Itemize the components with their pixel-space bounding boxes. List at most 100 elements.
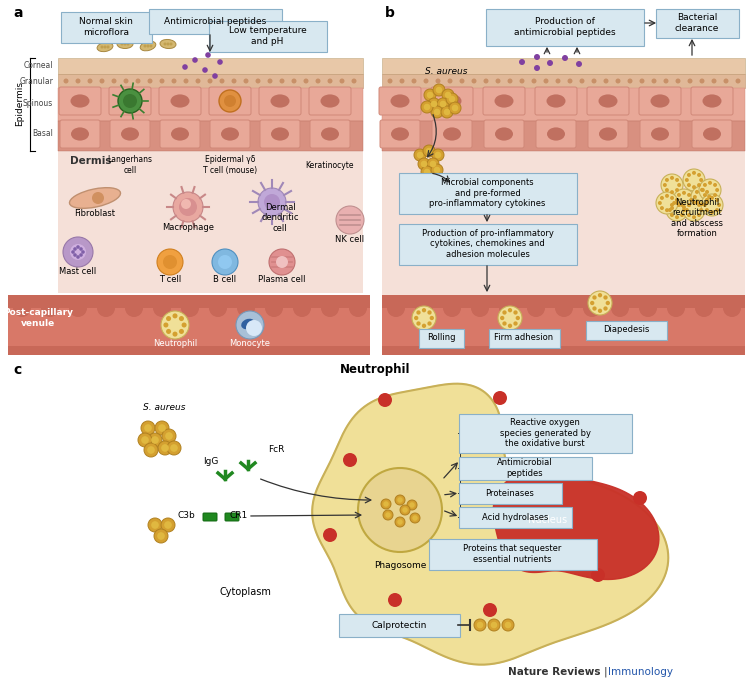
Circle shape (471, 299, 489, 317)
Text: Antimicrobial
peptides: Antimicrobial peptides (497, 458, 553, 477)
Text: Monocyte: Monocyte (230, 338, 271, 347)
Circle shape (590, 301, 594, 305)
Circle shape (695, 200, 699, 204)
Circle shape (402, 507, 408, 513)
Ellipse shape (171, 127, 189, 140)
Circle shape (604, 78, 608, 84)
Text: Macrophage: Macrophage (162, 223, 214, 232)
Circle shape (658, 201, 662, 205)
Circle shape (663, 183, 667, 187)
Circle shape (166, 329, 171, 334)
Circle shape (417, 152, 423, 158)
Circle shape (349, 299, 367, 317)
Text: Calprotectin: Calprotectin (371, 620, 427, 629)
Circle shape (179, 198, 197, 216)
Text: Diapedesis: Diapedesis (603, 326, 650, 334)
Circle shape (723, 299, 741, 317)
Circle shape (155, 421, 169, 435)
Circle shape (672, 201, 676, 205)
Bar (382, 308, 745, 346)
Ellipse shape (320, 95, 340, 108)
Text: C3b: C3b (177, 511, 195, 520)
FancyBboxPatch shape (587, 87, 629, 115)
Circle shape (474, 619, 486, 631)
Circle shape (424, 78, 428, 84)
Circle shape (592, 296, 597, 300)
Circle shape (685, 178, 688, 182)
Circle shape (516, 316, 520, 320)
Circle shape (652, 78, 656, 84)
FancyBboxPatch shape (432, 120, 472, 148)
Circle shape (166, 42, 170, 46)
Bar (382, 88, 745, 121)
Circle shape (164, 323, 169, 328)
FancyBboxPatch shape (691, 87, 733, 115)
Text: Immunology: Immunology (608, 667, 673, 677)
Circle shape (547, 60, 553, 66)
Circle shape (498, 306, 522, 330)
Circle shape (710, 196, 714, 200)
Circle shape (689, 198, 693, 202)
Circle shape (508, 323, 512, 328)
Circle shape (182, 323, 187, 328)
Bar (58, 121, 363, 151)
Bar (8, 5, 370, 360)
Circle shape (665, 208, 669, 212)
Circle shape (534, 65, 540, 71)
Circle shape (414, 149, 426, 161)
Circle shape (441, 106, 453, 118)
Circle shape (427, 321, 432, 326)
Circle shape (161, 444, 169, 452)
Circle shape (147, 446, 154, 454)
Circle shape (608, 418, 622, 432)
FancyBboxPatch shape (458, 413, 632, 452)
Circle shape (265, 299, 283, 317)
Circle shape (158, 424, 166, 432)
Text: Bacterial
clearance: Bacterial clearance (675, 14, 719, 33)
Circle shape (398, 497, 403, 503)
Circle shape (209, 299, 227, 317)
Circle shape (415, 299, 433, 317)
Circle shape (668, 208, 672, 212)
Circle shape (606, 301, 610, 305)
Circle shape (583, 299, 601, 317)
Ellipse shape (221, 127, 239, 140)
Ellipse shape (650, 95, 670, 108)
Circle shape (513, 311, 517, 315)
Ellipse shape (651, 127, 669, 140)
Text: CR1: CR1 (230, 511, 248, 520)
Circle shape (154, 529, 168, 543)
Circle shape (667, 299, 685, 317)
Circle shape (680, 203, 684, 207)
Circle shape (675, 201, 679, 205)
Circle shape (422, 308, 426, 313)
Circle shape (677, 183, 681, 187)
Circle shape (705, 190, 709, 194)
Circle shape (502, 619, 514, 631)
Circle shape (433, 84, 445, 96)
Circle shape (736, 78, 740, 84)
Circle shape (217, 59, 223, 65)
Circle shape (697, 203, 701, 207)
Circle shape (381, 499, 391, 509)
Circle shape (244, 78, 248, 84)
Ellipse shape (391, 95, 410, 108)
FancyBboxPatch shape (225, 513, 239, 521)
Circle shape (687, 203, 691, 207)
Text: IgG: IgG (202, 458, 218, 466)
FancyBboxPatch shape (310, 120, 350, 148)
Circle shape (398, 519, 403, 525)
Ellipse shape (220, 95, 239, 108)
Ellipse shape (494, 95, 514, 108)
Text: b: b (385, 6, 394, 20)
Circle shape (640, 78, 644, 84)
Text: Production of pro-inflammatory
cytokines, chemokines and
adhesion molecules: Production of pro-inflammatory cytokines… (422, 229, 554, 259)
Circle shape (687, 213, 691, 217)
Circle shape (378, 393, 392, 407)
Circle shape (436, 78, 440, 84)
Bar (58, 74, 363, 88)
Circle shape (715, 198, 719, 202)
Circle shape (92, 192, 104, 204)
Circle shape (100, 78, 104, 84)
Circle shape (181, 299, 199, 317)
